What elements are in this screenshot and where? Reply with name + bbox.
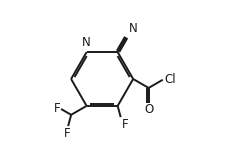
Text: N: N — [81, 36, 90, 49]
Text: O: O — [143, 103, 153, 116]
Text: F: F — [53, 102, 60, 115]
Text: Cl: Cl — [163, 73, 175, 86]
Text: F: F — [121, 118, 128, 131]
Text: F: F — [64, 127, 71, 140]
Text: N: N — [128, 22, 137, 35]
